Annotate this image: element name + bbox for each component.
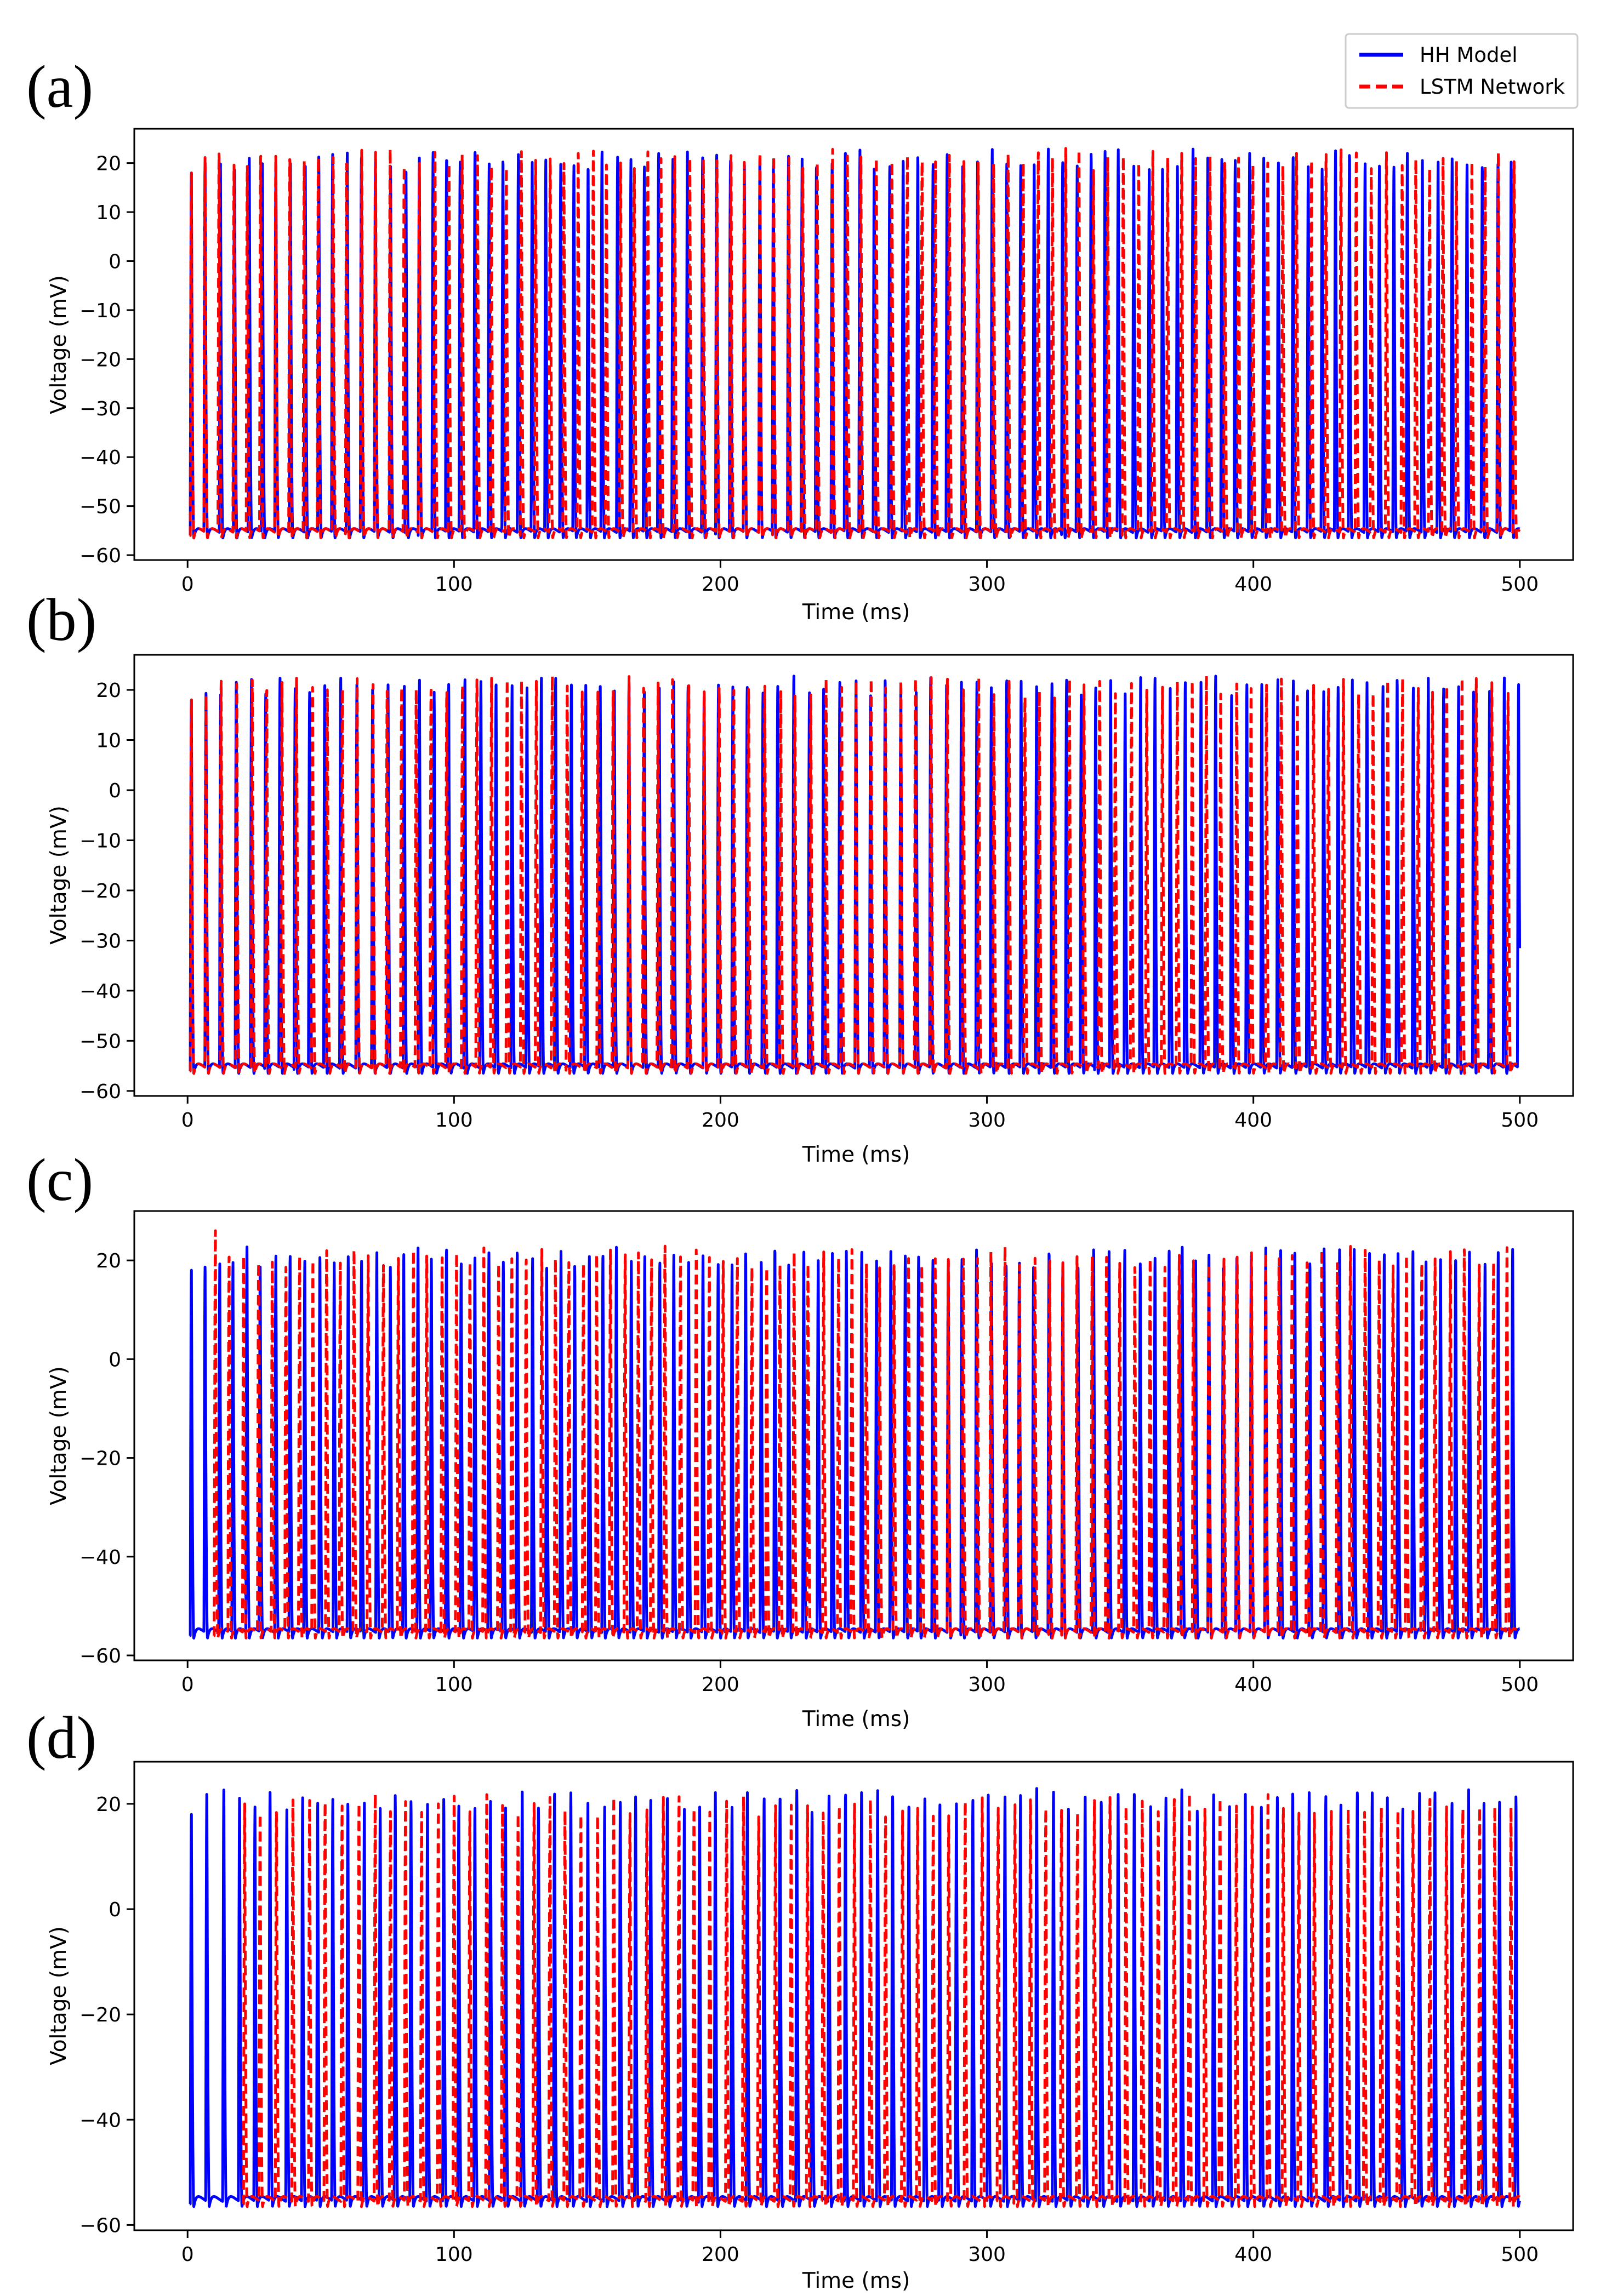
legend-lstm-label: LSTM Network (1420, 75, 1565, 99)
panel-a-y-tick-label: −50 (79, 496, 121, 518)
panel-d-x-tick-label: 500 (1501, 2243, 1539, 2266)
panel-b-y-tick-label: 20 (96, 679, 121, 702)
panel-d-x-tick-label: 400 (1234, 2243, 1272, 2266)
panel-c-x-tick-label: 400 (1234, 1674, 1272, 1696)
panel-b-y-ticks: 20 10 0 −10 −20 −30 −40 −50 −60 (79, 679, 134, 1103)
panel-c-series-lstm-network (212, 1229, 1521, 1640)
panel-a-y-axis-title: Voltage (mV) (47, 275, 71, 414)
panel-d-frame (133, 1761, 1574, 2231)
panel-a-x-tick-label: 500 (1501, 573, 1539, 596)
panel-b-frame (133, 654, 1574, 1097)
panel-b-y-tick-label: −40 (79, 980, 121, 1003)
panel-a-x-tick-label: 0 (181, 573, 194, 596)
panel-d-y-ticks: 20 0 −20 −40 −60 (79, 1794, 134, 2237)
panel-a-series-lstm-network (188, 147, 1521, 540)
panel-c-y-tick-label: −20 (79, 1448, 121, 1470)
panel-c-x-tick-label: 0 (181, 1674, 194, 1696)
panel-b-x-tick-label: 0 (181, 1109, 194, 1132)
panel-c-x-ticks: 0 100 200 300 400 500 (181, 1660, 1539, 1696)
panel-d-x-ticks: 0 100 200 300 400 500 (181, 2230, 1539, 2266)
panel-b-x-tick-label: 500 (1501, 1109, 1539, 1132)
panel-b-series-hh-model (188, 675, 1521, 1075)
panel-a-x-tick-label: 100 (435, 573, 473, 596)
panel-a-y-tick-label: −20 (79, 349, 121, 371)
panel-c-y-tick-label: 20 (96, 1250, 121, 1272)
panel-c-y-tick-label: −40 (79, 1546, 121, 1569)
panel-d-x-tick-label: 100 (435, 2243, 473, 2266)
panel-label-b: (b) (26, 586, 96, 653)
panel-b-y-tick-label: −10 (79, 830, 121, 852)
panel-b-x-ticks: 0 100 200 300 400 500 (181, 1096, 1539, 1132)
panel-a-y-tick-label: −30 (79, 398, 121, 420)
panel-b-data (188, 674, 1521, 1075)
panel-c-frame (133, 1210, 1574, 1661)
panel-d-series-lstm-network (242, 1792, 1521, 2208)
panel-a-x-axis-title: Time (ms) (802, 600, 910, 625)
panel-a-frame (133, 128, 1574, 561)
panel-b-series-lstm-network (188, 674, 1521, 1075)
legend-box (1345, 33, 1579, 109)
panel-d: (d) 200−20−40−60 0 100 200 300 400 500 Time (… (26, 1704, 1574, 2293)
panel-label-a: (a) (26, 53, 93, 120)
panel-c-x-tick-label: 300 (968, 1674, 1006, 1696)
panel-d-data (188, 1787, 1521, 2208)
panel-d-y-axis-title: Voltage (mV) (47, 1926, 71, 2065)
panel-b-x-tick-label: 100 (435, 1109, 473, 1132)
panel-a-data (188, 147, 1521, 540)
panel-a-x-ticks: 0 100 200 300 400 500 (181, 560, 1539, 596)
panel-a-y-tick-label: −40 (79, 447, 121, 469)
panel-b-y-tick-label: 0 (109, 780, 121, 802)
panel-label-d: (d) (26, 1704, 96, 1771)
panel-a-x-tick-label: 300 (968, 573, 1006, 596)
panel-c-y-tick-label: 0 (109, 1349, 121, 1371)
panel-a-y-tick-label: 10 (96, 202, 121, 224)
panel-d-y-tick-label: −20 (79, 2004, 121, 2026)
panel-b-x-tick-label: 400 (1234, 1109, 1272, 1132)
panel-b-y-tick-label: −30 (79, 930, 121, 952)
panel-a-x-tick-label: 200 (702, 573, 739, 596)
panel-a-y-tick-label: 20 (96, 153, 121, 175)
panel-d-y-tick-label: 20 (96, 1794, 121, 1816)
panel-a-y-tick-label: −60 (79, 545, 121, 567)
panel-d-x-axis-title: Time (ms) (802, 2269, 910, 2293)
panel-label-c: (c) (26, 1146, 93, 1213)
panel-b-y-axis-title: Voltage (mV) (47, 806, 71, 945)
panel-b-x-tick-label: 300 (968, 1109, 1006, 1132)
panel-c-y-axis-title: Voltage (mV) (47, 1366, 71, 1505)
panel-c-x-axis-title: Time (ms) (802, 1707, 910, 1732)
panel-b-y-tick-label: −60 (79, 1081, 121, 1103)
legend-hh-label: HH Model (1420, 43, 1518, 67)
panel-c-y-ticks: 20 0 −20 −40 −60 (79, 1250, 134, 1667)
panel-d-x-tick-label: 300 (968, 2243, 1006, 2266)
panel-d-y-tick-label: −40 (79, 2109, 121, 2132)
panel-b-y-tick-label: −20 (79, 880, 121, 903)
panel-d-x-tick-label: 0 (181, 2243, 194, 2266)
panel-c-y-tick-label: −60 (79, 1645, 121, 1667)
panel-a-x-tick-label: 400 (1234, 573, 1272, 596)
panel-c-x-tick-label: 100 (435, 1674, 473, 1696)
panel-c-data (188, 1229, 1521, 1640)
panel-a-y-tick-label: 0 (109, 250, 121, 273)
panel-c-x-tick-label: 200 (702, 1674, 739, 1696)
panel-b-x-tick-label: 200 (702, 1109, 739, 1132)
panel-b-y-tick-label: 10 (96, 730, 121, 752)
panel-d-y-tick-label: 0 (109, 1899, 121, 1921)
panel-b-y-tick-label: −50 (79, 1030, 121, 1053)
legend: HH Model LSTM Network (1345, 33, 1579, 109)
panel-a-y-ticks: 20 10 0 −10 −20 −30 −40 −50 −60 (79, 153, 134, 567)
panel-b-x-axis-title: Time (ms) (802, 1143, 910, 1167)
panel-c-x-tick-label: 500 (1501, 1674, 1539, 1696)
panel-a-y-tick-label: −10 (79, 300, 121, 322)
panel-d-y-tick-label: −60 (79, 2214, 121, 2237)
panel-d-x-tick-label: 200 (702, 2243, 739, 2266)
panel-c: (c) 200−20−40−60 0 100 200 300 400 500 Time (… (26, 1146, 1574, 1732)
